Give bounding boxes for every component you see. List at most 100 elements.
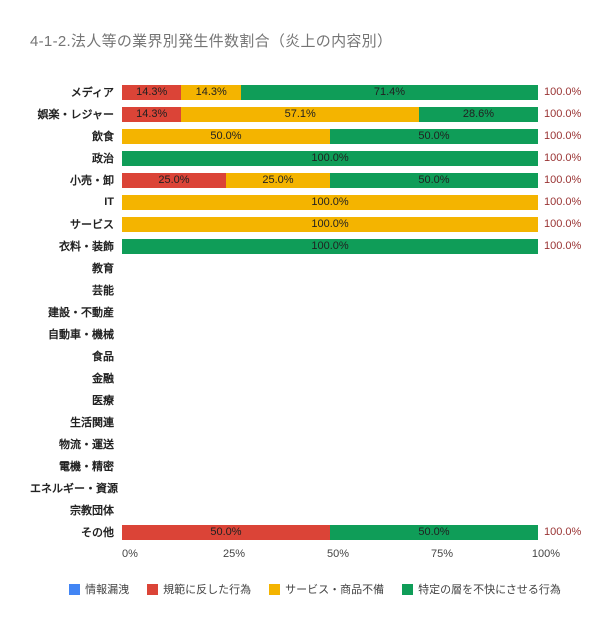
category-label: 教育 bbox=[92, 263, 114, 275]
bar-track bbox=[122, 323, 538, 345]
segment-value-label: 14.3% bbox=[136, 86, 168, 98]
bar-track: 14.3% 57.1% 28.6% bbox=[122, 103, 538, 125]
legend: 情報漏洩 規範に反した行為 サービス・商品不備 特定の層を不快にさせる行為 bbox=[30, 581, 600, 597]
category-label: 物流・運送 bbox=[59, 439, 114, 451]
row-total-label: 100.0% bbox=[544, 174, 582, 186]
category-label: IT bbox=[104, 196, 114, 208]
bar-track bbox=[122, 257, 538, 279]
category-label: その他 bbox=[81, 527, 114, 539]
category-label: 建設・不動産 bbox=[48, 307, 114, 319]
bar-row: 飲食 50.0% 50.0% 100.0% bbox=[30, 125, 600, 147]
bar-track bbox=[122, 477, 538, 499]
row-total-label: 100.0% bbox=[544, 152, 582, 164]
x-axis-tick: 50% bbox=[326, 548, 350, 560]
segment-value-label: 28.6% bbox=[462, 108, 495, 120]
segment-value-label: 25.0% bbox=[262, 174, 294, 186]
bar-track bbox=[122, 301, 538, 323]
x-axis-tick: 100% bbox=[531, 548, 561, 560]
bar-row: サービス 100.0% 100.0% bbox=[30, 213, 600, 235]
bar-track: 25.0% 25.0% 50.0% bbox=[122, 169, 538, 191]
bar-segment: 14.3% bbox=[181, 84, 241, 100]
bar-row: 電機・精密 bbox=[30, 455, 600, 477]
category-label: サービス bbox=[70, 219, 114, 231]
chart-rows: メディア 14.3% 14.3% 71.4% 100.0% 娯楽・レジャー 14.3% 57.… bbox=[30, 81, 600, 543]
segment-value-label: 50.0% bbox=[210, 526, 242, 538]
bar-track bbox=[122, 433, 538, 455]
x-axis-spacer bbox=[30, 543, 130, 563]
bar-segment: 50.0% bbox=[330, 128, 538, 144]
segment-value-label: 50.0% bbox=[210, 130, 242, 142]
bar-segment: 50.0% bbox=[122, 524, 330, 540]
bar-row: 物流・運送 bbox=[30, 433, 600, 455]
legend-label: 情報漏洩 bbox=[85, 584, 130, 596]
bar-row: メディア 14.3% 14.3% 71.4% 100.0% bbox=[30, 81, 600, 103]
bar-row: 芸能 bbox=[30, 279, 600, 301]
category-label: 医療 bbox=[92, 395, 114, 407]
chart-title: 4-1-2.法人等の業界別発生件数割合（炎上の内容別） bbox=[30, 33, 393, 50]
category-label: 衣料・装飾 bbox=[59, 241, 114, 253]
bar-segment: 14.3% bbox=[122, 84, 182, 100]
bar-track: 14.3% 14.3% 71.4% bbox=[122, 81, 538, 103]
x-axis-tick: 0% bbox=[122, 548, 138, 560]
legend-swatch bbox=[69, 583, 81, 595]
legend-swatch bbox=[147, 583, 159, 595]
bar-segment: 50.0% bbox=[122, 128, 330, 144]
bar-track bbox=[122, 411, 538, 433]
category-label: 生活関連 bbox=[70, 417, 114, 429]
bar-row: 教育 bbox=[30, 257, 600, 279]
category-label: 自動車・機械 bbox=[48, 329, 114, 341]
category-label: 芸能 bbox=[92, 285, 114, 297]
bar-chart: メディア 14.3% 14.3% 71.4% 100.0% 娯楽・レジャー 14.3% 57.… bbox=[30, 81, 600, 597]
bar-track: 100.0% bbox=[122, 235, 538, 257]
bar-segment: 71.4% bbox=[240, 84, 538, 100]
category-label: メディア bbox=[70, 87, 114, 99]
bar-track bbox=[122, 455, 538, 477]
category-label: 小売・卸 bbox=[70, 175, 114, 187]
bar-segment: 100.0% bbox=[122, 238, 538, 254]
legend-label: 規範に反した行為 bbox=[163, 584, 252, 596]
legend-label: 特定の層を不快にさせる行為 bbox=[418, 584, 561, 596]
bar-row: IT 100.0% 100.0% bbox=[30, 191, 600, 213]
bar-track: 50.0% 50.0% bbox=[122, 125, 538, 147]
legend-swatch bbox=[402, 583, 414, 595]
segment-value-label: 25.0% bbox=[158, 174, 190, 186]
category-label: 食品 bbox=[92, 351, 114, 363]
legend-label: サービス・商品不備 bbox=[285, 584, 385, 596]
segment-value-label: 100.0% bbox=[311, 196, 349, 208]
row-total-label: 100.0% bbox=[544, 108, 582, 120]
row-total-label: 100.0% bbox=[544, 130, 582, 142]
bar-row: 金融 bbox=[30, 367, 600, 389]
category-label: 飲食 bbox=[92, 131, 114, 143]
x-axis-tick: 25% bbox=[222, 548, 246, 560]
bar-track bbox=[122, 499, 538, 521]
bar-row: 小売・卸 25.0% 25.0% 50.0% 100.0% bbox=[30, 169, 600, 191]
category-label: 娯楽・レジャー bbox=[37, 109, 114, 121]
row-total-label: 100.0% bbox=[544, 86, 582, 98]
bar-track bbox=[122, 367, 538, 389]
bar-track bbox=[122, 279, 538, 301]
bar-row: 食品 bbox=[30, 345, 600, 367]
segment-value-label: 71.4% bbox=[373, 86, 406, 98]
segment-value-label: 100.0% bbox=[311, 218, 349, 230]
category-label: 政治 bbox=[92, 153, 114, 165]
x-axis-tick: 75% bbox=[430, 548, 454, 560]
bar-row: エネルギー・資源 bbox=[30, 477, 600, 499]
bar-track: 50.0% 50.0% bbox=[122, 521, 538, 543]
bar-track bbox=[122, 345, 538, 367]
bar-segment: 14.3% bbox=[122, 106, 182, 122]
legend-item: 規範に反した行為 bbox=[147, 581, 251, 597]
segment-value-label: 14.3% bbox=[195, 86, 227, 98]
category-label: 宗教団体 bbox=[70, 505, 114, 517]
bar-row: 衣料・装飾 100.0% 100.0% bbox=[30, 235, 600, 257]
bar-row: その他 50.0% 50.0% 100.0% bbox=[30, 521, 600, 543]
bar-segment: 28.6% bbox=[419, 106, 538, 122]
bar-segment: 25.0% bbox=[226, 172, 330, 188]
bar-track: 100.0% bbox=[122, 147, 538, 169]
legend-swatch bbox=[269, 583, 281, 595]
segment-value-label: 100.0% bbox=[311, 152, 349, 164]
bar-segment: 57.1% bbox=[181, 106, 420, 122]
row-total-label: 100.0% bbox=[544, 196, 582, 208]
row-total-label: 100.0% bbox=[544, 526, 582, 538]
bar-row: 生活関連 bbox=[30, 411, 600, 433]
